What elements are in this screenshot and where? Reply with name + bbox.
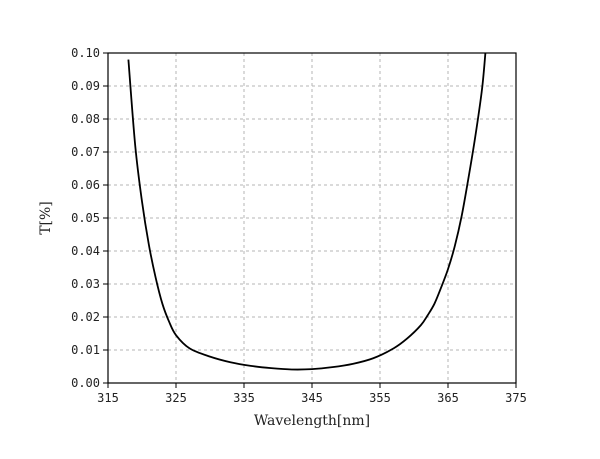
grid bbox=[108, 53, 516, 383]
y-tick-label: 0.07 bbox=[71, 145, 100, 159]
y-tick-label: 0.06 bbox=[71, 178, 100, 192]
x-tick-label: 345 bbox=[301, 391, 323, 405]
y-tick-label: 0.04 bbox=[71, 244, 100, 258]
x-tick-label: 325 bbox=[165, 391, 187, 405]
y-tick-label: 0.08 bbox=[71, 112, 100, 126]
y-tick-label: 0.02 bbox=[71, 310, 100, 324]
x-tick-label: 365 bbox=[437, 391, 459, 405]
transmittance-curve bbox=[127, 52, 487, 371]
axis-ticks bbox=[103, 52, 517, 388]
y-tick-labels: 0.00 0.01 0.02 0.03 0.04 0.05 0.06 0.07 0.08 0.09… bbox=[71, 46, 100, 390]
x-tick-label: 355 bbox=[369, 391, 391, 405]
y-tick-label: 0.05 bbox=[71, 211, 100, 225]
y-tick-label: 0.01 bbox=[71, 343, 100, 357]
x-tick-label: 315 bbox=[97, 391, 119, 405]
y-axis-title: T[%] bbox=[38, 201, 54, 235]
series bbox=[127, 52, 487, 371]
y-tick-label: 0.00 bbox=[71, 376, 100, 390]
x-tick-labels: 315 325 335 345 355 365 375 bbox=[97, 391, 527, 405]
x-axis-title: Wavelength[nm] bbox=[254, 413, 370, 429]
y-tick-label: 0.09 bbox=[71, 79, 100, 93]
x-tick-label: 335 bbox=[233, 391, 255, 405]
x-tick-label: 375 bbox=[505, 391, 527, 405]
y-tick-label: 0.10 bbox=[71, 46, 100, 60]
y-tick-label: 0.03 bbox=[71, 277, 100, 291]
